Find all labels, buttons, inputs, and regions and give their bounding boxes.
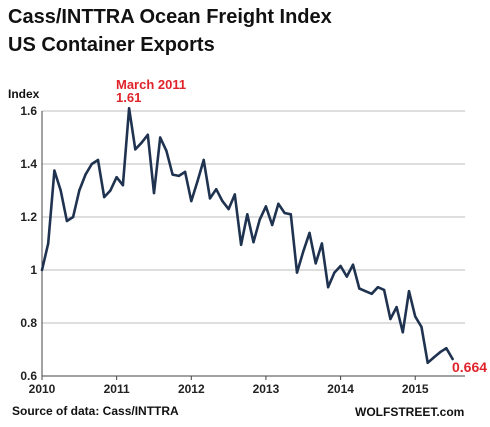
data-point [308, 231, 311, 235]
data-point [320, 242, 324, 245]
y-axis-label: Index [8, 87, 40, 101]
data-point [171, 173, 174, 176]
chart-title: Cass/INTTRA Ocean Freight Index [8, 6, 332, 28]
data-point [196, 180, 199, 183]
data-point [90, 162, 94, 166]
data-point [351, 263, 355, 266]
data-point [264, 205, 268, 208]
x-tick-label: 2012 [178, 382, 205, 396]
data-point [302, 250, 305, 253]
data-point [221, 199, 224, 203]
chart-subtitle: US Container Exports [8, 34, 215, 56]
data-point [78, 189, 81, 192]
data-point [202, 158, 205, 162]
data-point [358, 287, 361, 290]
data-point [152, 191, 156, 195]
data-point [258, 218, 261, 221]
data-point [84, 173, 87, 176]
data-point [432, 356, 436, 359]
data-point [252, 241, 255, 244]
y-tick-label: 1 [30, 263, 37, 277]
data-point [339, 264, 342, 268]
data-point [40, 268, 44, 272]
data-point [140, 141, 143, 144]
y-tick-label: 1.4 [20, 157, 37, 171]
x-tick-label: 2011 [104, 382, 130, 396]
peak-annotation-value: 1.61 [116, 90, 141, 105]
last-value-label: 0.664 [452, 359, 487, 375]
data-point [395, 305, 398, 309]
data-point [414, 315, 417, 318]
x-tick-label: 2013 [253, 382, 280, 396]
peak-annotation-label: March 2011 [116, 77, 186, 92]
data-point [165, 149, 168, 152]
data-point [47, 242, 50, 245]
data-point [239, 243, 243, 246]
data-point [96, 158, 100, 162]
data-point [146, 133, 149, 136]
data-point [370, 292, 373, 295]
data-point [314, 262, 317, 265]
data-point [159, 136, 162, 139]
data-point [364, 290, 367, 293]
data-point [382, 288, 386, 292]
data-point [53, 169, 56, 172]
data-point [289, 213, 292, 216]
y-tick-label: 0.6 [20, 369, 37, 383]
y-tick-labels: 0.6 0.8 1 1.2 1.4 1.6 [20, 104, 37, 383]
data-point [445, 347, 448, 350]
data-point [127, 107, 131, 110]
data-point [401, 331, 404, 334]
y-tick-label: 0.8 [20, 316, 37, 330]
data-point [71, 215, 75, 219]
data-point [103, 195, 106, 199]
source-note: Source of data: Cass/INTTRA [12, 404, 179, 418]
data-point [389, 317, 392, 321]
data-point [134, 148, 137, 151]
data-point [277, 202, 280, 205]
data-point [190, 199, 193, 203]
x-tick-label: 2010 [29, 382, 56, 396]
data-point [345, 275, 348, 278]
y-tick-label: 1.6 [20, 104, 37, 118]
data-point [333, 271, 336, 274]
axes [41, 111, 465, 377]
data-point [376, 286, 380, 289]
brand-label: WOLFSTREET.com [355, 405, 465, 419]
data-points [40, 107, 454, 364]
data-point [283, 211, 286, 215]
data-point [65, 219, 69, 223]
x-tick-label: 2015 [402, 382, 429, 396]
data-point [271, 223, 274, 227]
grid-lines [42, 110, 465, 324]
data-point [420, 325, 423, 329]
data-point [233, 193, 236, 196]
x-tick-label: 2014 [327, 382, 354, 396]
data-point [227, 207, 230, 211]
data-point [115, 176, 118, 179]
data-point [426, 361, 429, 364]
data-point [109, 189, 112, 192]
data-point [326, 286, 330, 289]
data-point [177, 174, 181, 178]
data-point [246, 213, 249, 216]
data-point [438, 351, 442, 354]
x-tick-labels: 2010 2011 2012 2013 2014 2015 [29, 376, 429, 396]
series-line [40, 107, 454, 365]
data-point [407, 290, 411, 293]
data-point [183, 170, 187, 174]
data-point [295, 271, 299, 274]
y-tick-label: 1.2 [20, 210, 37, 224]
data-point [451, 357, 454, 361]
data-point [208, 197, 212, 200]
data-point [121, 184, 125, 187]
data-point [59, 189, 62, 192]
data-point [215, 188, 218, 191]
